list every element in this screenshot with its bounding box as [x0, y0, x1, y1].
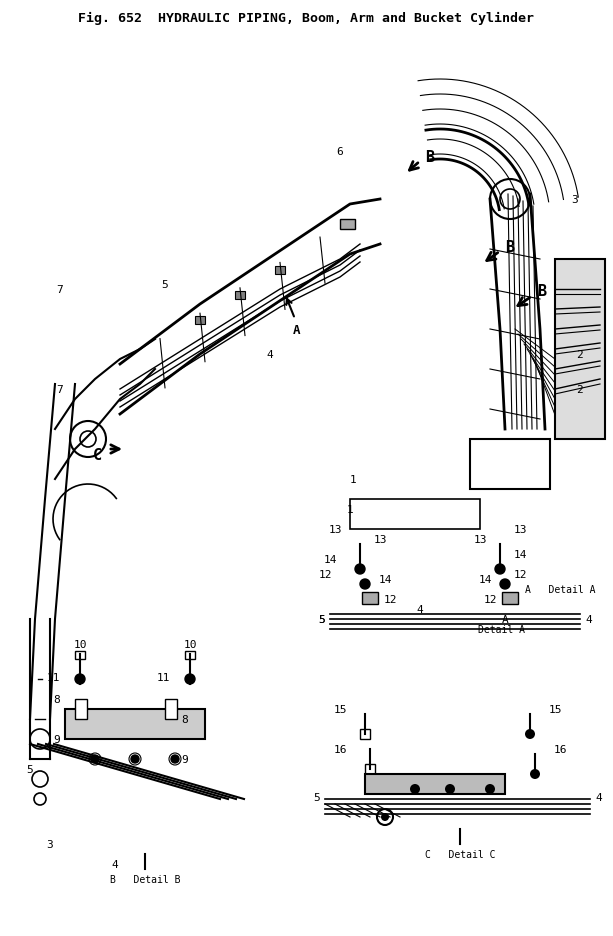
Bar [75, 651, 85, 659]
Text: 15: 15 [548, 704, 562, 714]
Text: 14: 14 [513, 549, 527, 560]
Circle shape [75, 674, 85, 684]
Bar [165, 699, 177, 719]
Text: 3: 3 [47, 839, 53, 849]
Text: 4: 4 [417, 605, 424, 614]
Text: 13: 13 [373, 534, 387, 545]
Text: B: B [425, 151, 435, 166]
Text: 1: 1 [349, 475, 356, 485]
Text: 1: 1 [346, 505, 353, 515]
Text: B: B [538, 285, 547, 300]
Text: 11: 11 [156, 672, 170, 682]
Text: 3: 3 [572, 195, 579, 205]
Bar [275, 267, 285, 274]
Circle shape [131, 755, 139, 763]
Text: 8: 8 [53, 695, 60, 704]
Text: 5: 5 [319, 614, 326, 624]
Text: Fig. 652  HYDRAULIC PIPING, Boom, Arm and Bucket Cylinder: Fig. 652 HYDRAULIC PIPING, Boom, Arm and… [78, 11, 534, 24]
Circle shape [525, 729, 535, 739]
Bar [75, 699, 87, 719]
Text: A   Detail A: A Detail A [525, 584, 595, 594]
Circle shape [445, 784, 455, 794]
Bar [365, 764, 375, 774]
Circle shape [500, 579, 510, 590]
Text: 14: 14 [378, 575, 392, 584]
Text: 6: 6 [337, 147, 343, 157]
Bar [195, 316, 205, 325]
Text: 5: 5 [318, 614, 325, 624]
Text: 11: 11 [47, 672, 60, 682]
Circle shape [410, 784, 420, 794]
Bar [555, 259, 605, 440]
Bar [502, 592, 518, 605]
Text: 4: 4 [595, 792, 602, 802]
Text: 13: 13 [513, 524, 527, 534]
Text: 4: 4 [112, 859, 118, 869]
Text: 15: 15 [333, 704, 347, 714]
Text: Detail A: Detail A [479, 624, 525, 635]
Text: C   Detail C: C Detail C [425, 849, 495, 859]
Circle shape [185, 674, 195, 684]
Text: 4: 4 [267, 350, 273, 359]
Bar [185, 651, 195, 659]
Text: 16: 16 [554, 744, 567, 754]
Circle shape [495, 564, 505, 575]
Bar [350, 500, 480, 530]
Circle shape [485, 784, 495, 794]
Text: 7: 7 [56, 385, 63, 395]
Text: 10: 10 [183, 639, 197, 650]
Circle shape [171, 755, 179, 763]
Bar [340, 220, 355, 229]
Text: A: A [293, 323, 301, 336]
Text: 5: 5 [26, 764, 33, 774]
Text: B   Detail B: B Detail B [110, 874, 180, 885]
Circle shape [355, 564, 365, 575]
Bar [362, 592, 378, 605]
Text: 5: 5 [313, 792, 320, 802]
Text: 13: 13 [328, 524, 342, 534]
Text: B: B [506, 241, 514, 256]
Text: 5: 5 [162, 280, 169, 289]
Text: 12: 12 [513, 569, 527, 579]
Bar [360, 729, 370, 739]
Text: A: A [501, 614, 508, 624]
Text: 8: 8 [181, 714, 188, 724]
Bar [470, 440, 550, 490]
Text: 12: 12 [318, 569, 332, 579]
Text: 9: 9 [53, 734, 60, 744]
Text: C: C [93, 448, 102, 463]
Circle shape [360, 579, 370, 590]
Text: 7: 7 [56, 285, 63, 295]
Circle shape [91, 755, 99, 763]
Text: 13: 13 [473, 534, 487, 545]
Circle shape [530, 769, 540, 779]
Bar [65, 709, 205, 739]
Text: 12: 12 [483, 594, 497, 605]
Text: 4: 4 [585, 614, 592, 624]
Bar [365, 774, 505, 794]
Text: 10: 10 [73, 639, 87, 650]
Bar [235, 292, 245, 300]
Text: 2: 2 [577, 385, 584, 395]
Text: 12: 12 [383, 594, 397, 605]
Text: 9: 9 [181, 754, 188, 764]
Text: 14: 14 [323, 554, 337, 564]
Circle shape [381, 813, 389, 821]
Text: 16: 16 [333, 744, 347, 754]
Text: 14: 14 [478, 575, 492, 584]
Text: 2: 2 [577, 350, 584, 359]
